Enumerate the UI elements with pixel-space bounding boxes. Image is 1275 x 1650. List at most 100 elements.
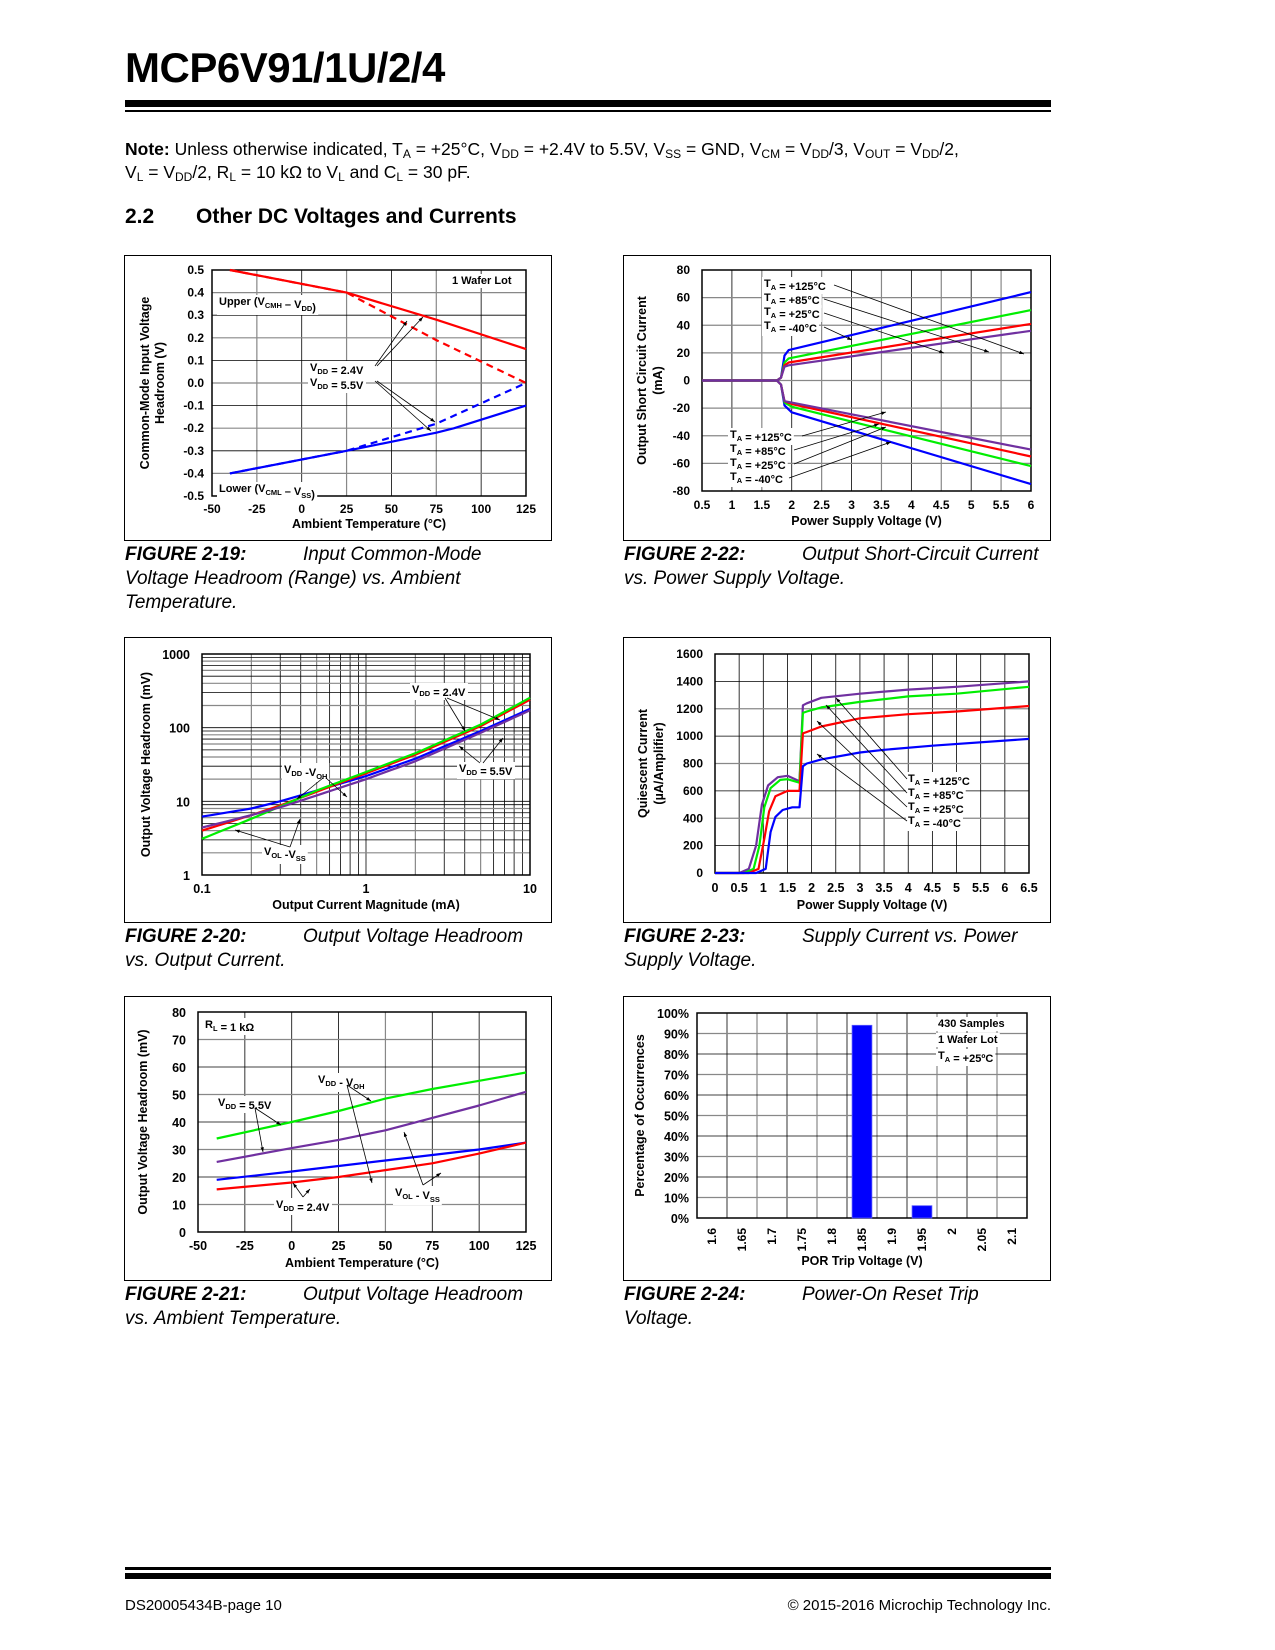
annotation-bg (906, 814, 963, 831)
annotation-bg (308, 376, 366, 393)
annotation: 430 Samples (938, 1018, 1005, 1030)
arrow-head (366, 1096, 371, 1101)
note-line-2: VL = VDD/2, RL = 10 kΩ to VL and CL = 30… (125, 162, 471, 184)
annotation-arrow (801, 411, 887, 437)
annotation-bg (906, 800, 966, 817)
legend-label: TA = -40°C (908, 815, 961, 830)
annotation-arrow (823, 298, 990, 353)
x-axis-label: Output Current Magnitude (mA) (272, 898, 459, 912)
x-tick-label: 125 (516, 502, 536, 516)
annotation-bg (936, 1049, 996, 1066)
series-line-upper-vdd-5-5v (229, 268, 527, 384)
x-tick-label: 3 (848, 498, 855, 512)
annotation-arrow (816, 720, 908, 808)
annotation-bg (203, 1018, 257, 1035)
legend-label: TA = +85°C (730, 443, 786, 458)
annotation: VOL -VSS (264, 846, 306, 863)
footer-rule-thin (125, 1567, 1051, 1570)
note-label: Note: (125, 139, 170, 159)
x-tick-label: 2 (945, 1228, 959, 1235)
series-line-vol-vss-5-5v (201, 709, 531, 829)
arrow-head (296, 819, 301, 824)
bar-1-85 (851, 1024, 873, 1219)
x-tick-label: 75 (430, 502, 444, 516)
annotation-bg (274, 1198, 332, 1215)
section-number: 2.2 (125, 205, 155, 228)
annotation-bg (216, 1096, 274, 1113)
caption-text: vs. Output Current. (125, 950, 286, 971)
annotation-arrow (793, 423, 880, 451)
x-tick-label: 6 (1001, 881, 1008, 895)
arrow-head (342, 792, 347, 797)
arrow-head (235, 829, 240, 834)
footer-rule-thick (125, 1573, 1051, 1579)
plot-frame (197, 1011, 527, 1233)
x-tick-label: 0 (298, 502, 305, 516)
series-line-vdd-voh-5-5v (201, 707, 531, 818)
annotation-arrow (446, 697, 501, 721)
annotation-bg (728, 456, 788, 473)
annotation-arrow (254, 1107, 264, 1153)
y-tick-label: 40 (172, 1116, 186, 1130)
x-tick-label: 4.5 (933, 498, 950, 512)
arrow-head (461, 726, 465, 731)
figure-label: FIGURE 2-24: (624, 1284, 746, 1305)
x-tick-label: 1 (760, 881, 767, 895)
annotation-bg (762, 291, 822, 308)
x-axis-label: Power Supply Voltage (V) (791, 514, 941, 528)
series-line--40-c (715, 737, 1030, 875)
y-tick-label: 80% (664, 1048, 689, 1062)
annotation-arrow (835, 697, 908, 780)
x-tick-label: -50 (189, 1239, 207, 1253)
y-tick-label: 1 (183, 869, 190, 883)
legend-label: TA = +125°C (730, 429, 792, 444)
legend-label: TA = +125°C (764, 278, 826, 293)
y-tick-label: 600 (683, 784, 703, 798)
x-tick-label: 0.5 (730, 881, 747, 895)
y-axis-label: Percentage of Occurrences (633, 1034, 647, 1197)
annotation-bg (762, 305, 822, 322)
legend-label: TA = +85°C (764, 292, 820, 307)
annotation-arrow (444, 697, 466, 732)
y-tick-label: 40 (677, 318, 691, 332)
annotation-arrow (788, 441, 892, 479)
x-tick-label: 1.85 (855, 1228, 869, 1252)
x-tick-label: 1.5 (753, 498, 770, 512)
annotation-arrow (374, 380, 432, 432)
y-tick-label: 30% (664, 1151, 689, 1165)
y-tick-label: 400 (683, 811, 703, 825)
y-tick-label: -0.1 (183, 399, 204, 413)
caption-text: Supply Voltage. (624, 950, 757, 971)
annotation-bg (282, 763, 330, 782)
annotation: Lower (VCML – VSS) (219, 483, 315, 501)
y-tick-label: 1600 (676, 647, 703, 661)
note-line-1-text: Unless otherwise indicated, TA = +25°C, … (169, 139, 959, 161)
y-tick-label: 100 (169, 722, 190, 736)
y-tick-label: 1000 (162, 648, 190, 662)
caption-text: Input Common-Mode (303, 544, 482, 565)
x-tick-label: -50 (203, 502, 221, 516)
figure-label: FIGURE 2-21: (125, 1284, 247, 1305)
y-tick-label: 20 (172, 1171, 186, 1185)
y-tick-label: 1200 (676, 702, 703, 716)
annotation-arrow (823, 326, 853, 341)
document-title: MCP6V91/1U/2/4 (125, 44, 445, 91)
arrow-head (836, 698, 841, 703)
y-tick-label: 0.4 (187, 286, 204, 300)
y-tick-label: 800 (683, 757, 703, 771)
annotation-bg (217, 482, 318, 502)
caption-text: Voltage Headroom (Range) vs. Ambient Tem… (125, 568, 461, 613)
y-tick-label: 200 (683, 839, 703, 853)
figure-2-22-chart: 80 60 40 20 0 -20 -40 -60 -80 0.5 1 1.5 2 2.5 3 3.5 4 4.5… (623, 255, 1051, 541)
annotation-arrow (289, 818, 301, 848)
annotation-arrow (403, 1131, 424, 1186)
series-line-vdd-voh-2-4v (216, 1141, 527, 1181)
section-title: Other DC Voltages and Currents (196, 205, 517, 228)
x-axis-label: Ambient Temperature (°C) (292, 517, 446, 531)
arrow-head (886, 441, 891, 446)
annotation-arrow (325, 777, 348, 798)
x-tick-label: 1.75 (795, 1228, 809, 1252)
y-tick-label: 10 (172, 1199, 186, 1213)
y-axis-label: Quiescent Current (636, 708, 650, 818)
series-line-source-40-c (702, 291, 1032, 382)
